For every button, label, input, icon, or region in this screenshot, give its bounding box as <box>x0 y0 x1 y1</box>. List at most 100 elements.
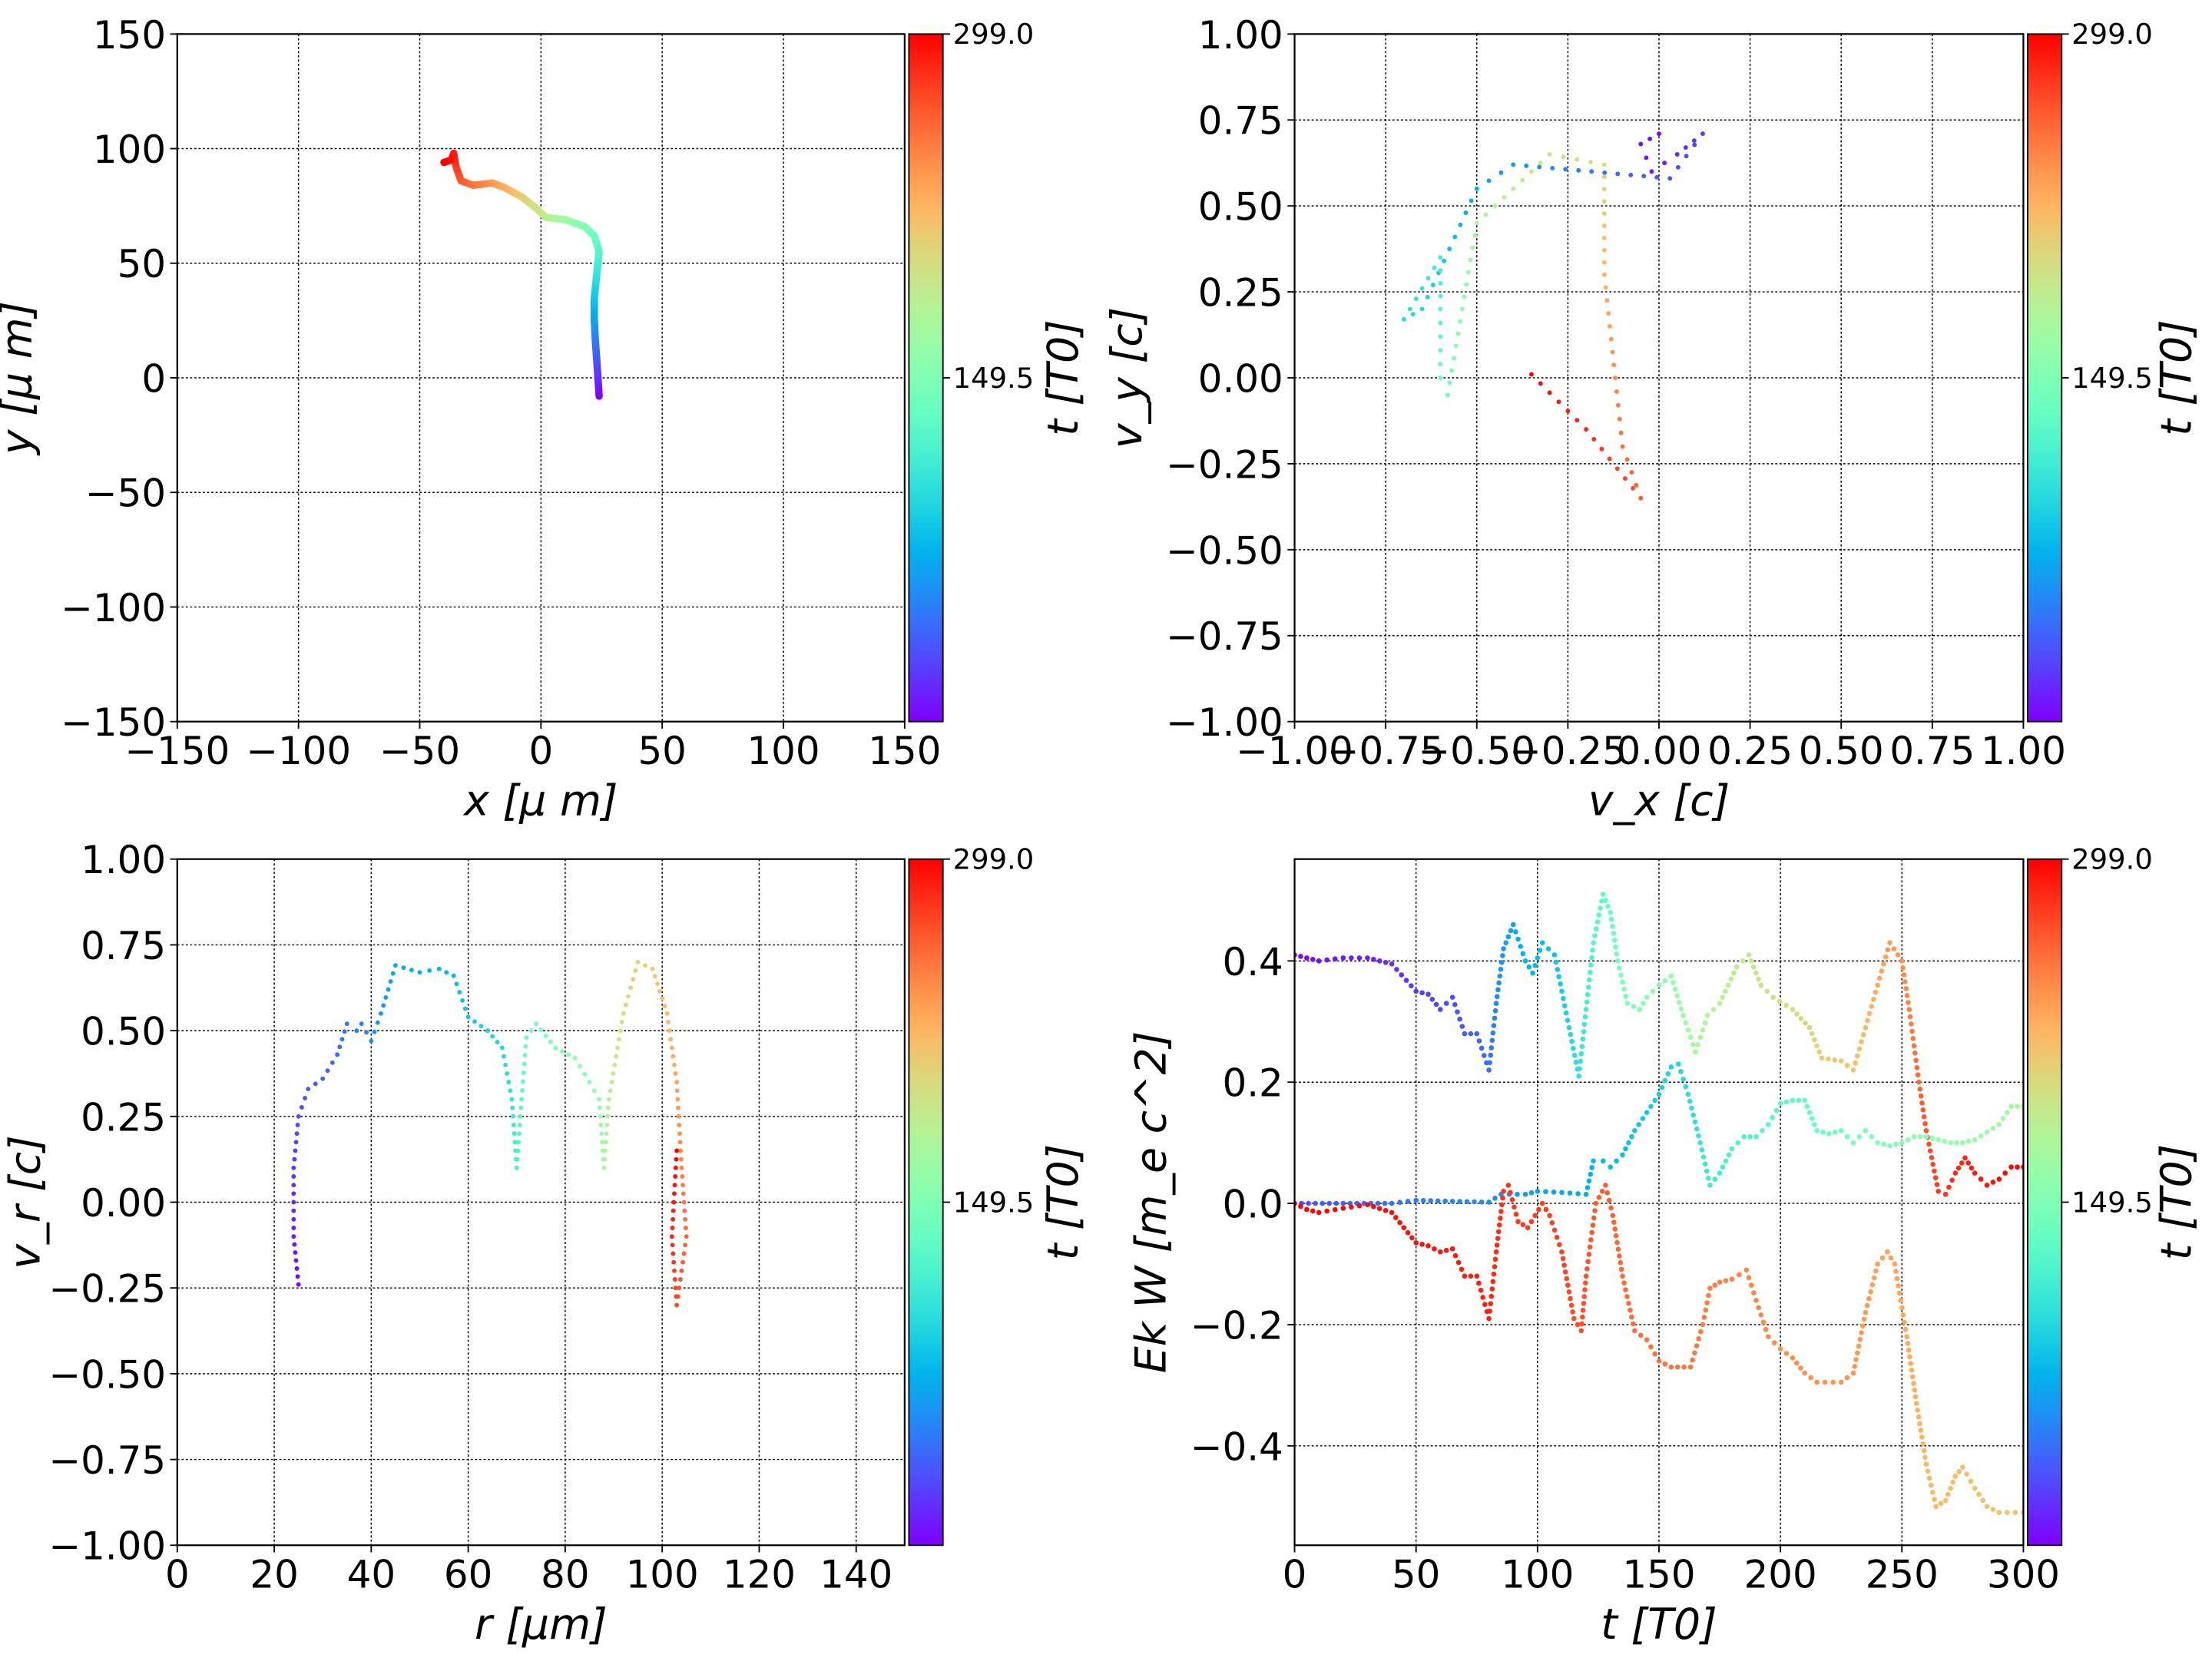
energy-point-lower <box>1593 1200 1599 1206</box>
energy-point-lower <box>1856 1343 1862 1349</box>
velocity-point <box>1445 392 1450 398</box>
radial-velocity-point <box>293 1140 299 1145</box>
energy-point-lower <box>1703 1307 1709 1313</box>
radial-velocity-point <box>359 1021 364 1027</box>
energy-point-middle <box>1978 1133 1984 1139</box>
radial-velocity-point <box>518 1105 524 1110</box>
energy-point-lower <box>1501 1188 1506 1194</box>
energy-point-lower <box>1960 1464 1965 1470</box>
energy-point-upper <box>1907 1014 1913 1020</box>
x-tick-label: 100 <box>1501 1553 1574 1597</box>
energy-point-upper <box>1573 1059 1579 1065</box>
energy-point-upper <box>1494 994 1500 1000</box>
colorbar-tick-label: 149.5 <box>2071 362 2153 395</box>
radial-velocity-point <box>478 1024 484 1029</box>
radial-velocity-point <box>538 1027 544 1032</box>
x-axis-label: r [μm] <box>475 1600 608 1649</box>
energy-point-lower <box>1687 1364 1694 1370</box>
velocity-point <box>1483 212 1488 217</box>
velocity-point <box>1426 276 1431 281</box>
energy-point-upper <box>1903 986 1909 991</box>
velocity-point <box>1498 170 1504 175</box>
energy-point-upper <box>1668 973 1674 979</box>
energy-point-middle <box>1428 1198 1433 1203</box>
energy-point-lower <box>1629 1314 1634 1320</box>
velocity-point <box>1438 268 1443 273</box>
energy-point-upper <box>1462 1031 1468 1037</box>
energy-point-upper <box>1476 1038 1482 1044</box>
energy-point-middle <box>1584 1185 1591 1190</box>
energy-point-upper <box>1568 1031 1574 1037</box>
radial-velocity-point <box>293 1258 299 1263</box>
energy-point-middle <box>1648 1104 1654 1110</box>
energy-point-lower <box>1495 1229 1502 1235</box>
radial-velocity-point <box>674 1294 679 1299</box>
radial-velocity-point <box>306 1087 311 1092</box>
energy-point-lower <box>1340 1206 1346 1211</box>
energy-point-upper <box>1563 1010 1569 1016</box>
energy-point-middle <box>1770 1114 1775 1120</box>
energy-point-lower <box>1909 1367 1915 1373</box>
radial-velocity-point <box>679 1268 684 1273</box>
energy-point-lower <box>1349 1204 1354 1210</box>
energy-point-middle <box>1712 1176 1718 1182</box>
radial-velocity-point <box>291 1191 296 1196</box>
energy-point-middle <box>1699 1147 1705 1153</box>
radial-velocity-point <box>490 1034 495 1039</box>
energy-point-lower <box>1652 1351 1658 1357</box>
velocity-point <box>1629 470 1634 475</box>
energy-point-middle <box>1515 1191 1520 1197</box>
energy-point-middle <box>1472 1199 1477 1205</box>
energy-point-lower <box>1419 1242 1425 1247</box>
energy-point-middle <box>1696 1133 1701 1139</box>
radial-velocity-point <box>602 1156 608 1162</box>
energy-point-upper <box>1513 929 1518 935</box>
energy-point-middle <box>1996 1122 2002 1127</box>
energy-point-lower <box>1539 1200 1545 1206</box>
radial-velocity-point <box>329 1060 335 1065</box>
energy-point-middle <box>1814 1128 1820 1133</box>
energy-point-lower <box>1701 1315 1707 1320</box>
radial-velocity-point <box>292 1156 297 1162</box>
energy-point-upper <box>1479 1045 1485 1051</box>
energy-point-lower <box>1554 1234 1560 1240</box>
radial-velocity-point <box>677 1277 683 1282</box>
energy-point-lower <box>1623 1287 1628 1292</box>
y-tick-label: 0.2 <box>1223 1061 1283 1106</box>
energy-point-middle <box>1486 1199 1492 1205</box>
radial-velocity-point <box>677 1286 682 1291</box>
energy-point-middle <box>1777 1100 1783 1107</box>
energy-point-lower <box>1376 1206 1382 1212</box>
radial-velocity-point <box>388 979 393 984</box>
energy-point-upper <box>1906 1007 1912 1012</box>
velocity-point <box>1634 482 1639 488</box>
x-tick-label: 250 <box>1866 1553 1939 1597</box>
energy-point-upper <box>1613 944 1618 950</box>
energy-point-upper <box>1365 955 1370 961</box>
energy-point-upper <box>1900 965 1906 971</box>
radial-velocity-point <box>669 1045 674 1051</box>
energy-point-middle <box>1306 1200 1311 1206</box>
energy-point-lower <box>1930 1489 1936 1495</box>
energy-point-lower <box>1913 1401 1919 1406</box>
energy-point-lower <box>1620 1273 1625 1279</box>
energy-point-lower <box>1626 1300 1631 1306</box>
energy-point-upper <box>1583 1007 1589 1012</box>
x-tick-label: 100 <box>626 1553 699 1597</box>
x-tick-label: −0.75 <box>1327 729 1445 773</box>
energy-point-upper <box>1883 954 1889 960</box>
velocity-point <box>1438 362 1443 367</box>
energy-point-lower <box>1662 1361 1668 1367</box>
energy-point-lower <box>1956 1469 1962 1474</box>
velocity-point <box>1615 402 1621 408</box>
y-tick-label: −1.00 <box>48 1524 166 1569</box>
velocity-point <box>1601 235 1607 240</box>
energy-point-upper <box>1437 1007 1443 1012</box>
colorbar-gradient <box>908 858 944 1547</box>
energy-point-upper <box>1662 978 1668 984</box>
energy-point-lower <box>1468 1273 1474 1279</box>
energy-point-upper <box>1904 993 1910 998</box>
energy-point-lower <box>1536 1206 1541 1213</box>
energy-point-lower <box>1628 1307 1633 1313</box>
energy-point-upper <box>1790 1007 1796 1012</box>
